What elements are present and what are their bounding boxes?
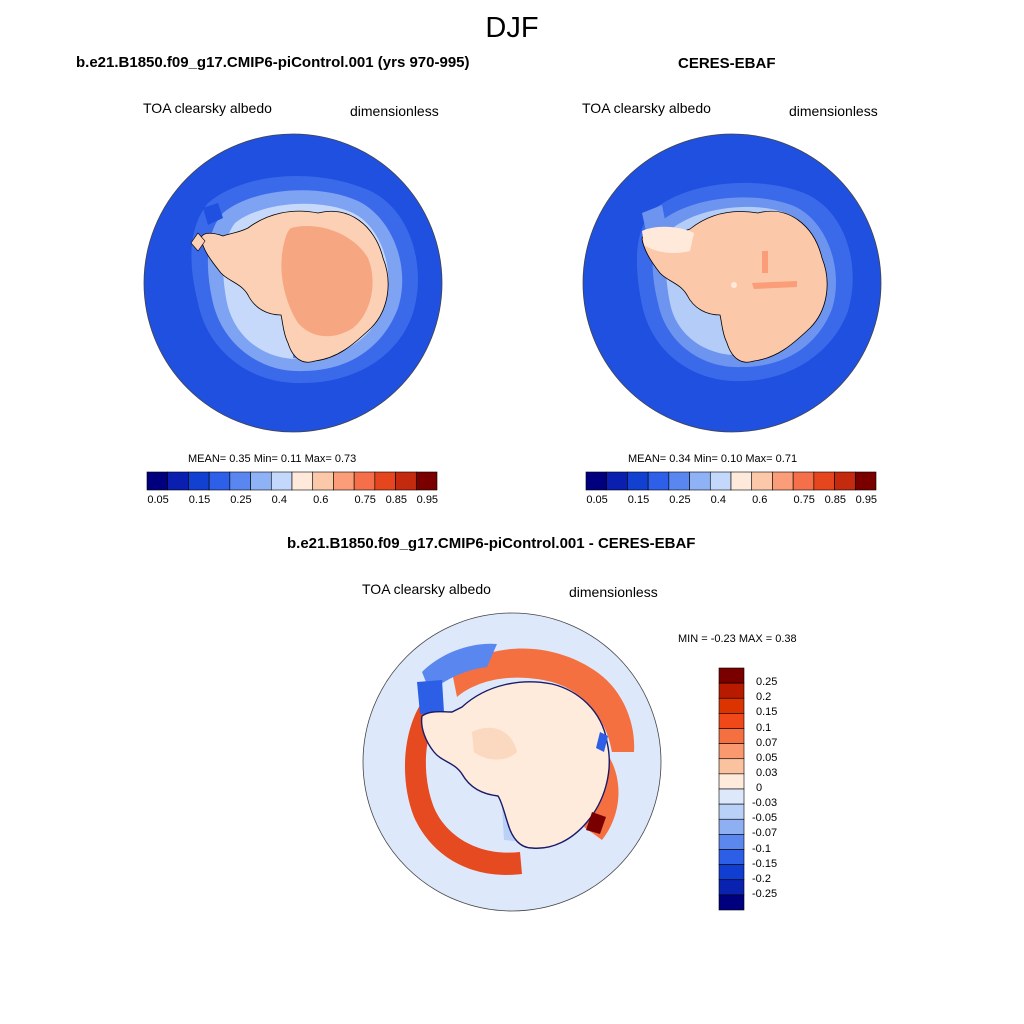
colorbar-swatch (689, 471, 711, 491)
colorbar1-ticks: 0.05 0.15 0.25 0.4 0.6 0.75 0.85 0.95 (147, 494, 439, 508)
colorbar-swatch (718, 667, 745, 684)
colorbar-tick-label: 0.85 (824, 494, 846, 506)
colorbar-swatch (229, 471, 251, 491)
colorbar-tick-label: 0.2 (756, 691, 772, 704)
panel2-map (582, 133, 882, 433)
colorbar-tick-label: 0.1 (756, 721, 772, 734)
colorbar-swatch (718, 728, 745, 744)
colorbar-tick-label: 0.75 (793, 494, 815, 506)
colorbar-swatch (270, 471, 293, 491)
colorbar-swatch (718, 743, 745, 760)
colorbar-swatch (718, 697, 745, 714)
colorbar-tick-label: 0.15 (756, 706, 778, 719)
colorbar-tick-label: 0.75 (354, 494, 376, 506)
colorbar-swatch (647, 471, 670, 491)
colorbar1 (146, 471, 438, 491)
colorbar-swatch (718, 849, 745, 865)
colorbar-tick-label: 0.4 (271, 494, 287, 506)
colorbar-tick-label: 0.05 (586, 494, 608, 506)
colorbar-swatch (208, 471, 231, 491)
colorbar-swatch (585, 471, 608, 491)
panel2-stats: MEAN= 0.34 Min= 0.10 Max= 0.71 (628, 453, 798, 465)
colorbar-swatch (834, 471, 856, 491)
colorbar-tick-label: 0.15 (188, 494, 211, 506)
colorbar-tick-label: 0 (756, 782, 763, 794)
colorbar-swatch (751, 471, 773, 491)
colorbar-tick-label: 0.95 (416, 494, 439, 506)
colorbar-swatch (353, 471, 376, 491)
colorbar-tick-label: -0.07 (752, 827, 778, 840)
colorbar-tick-label: 0.95 (855, 494, 878, 506)
colorbar-tick-label: 0.85 (385, 494, 407, 506)
colorbar-swatch (718, 894, 745, 911)
colorbar-swatch (772, 471, 794, 491)
colorbar-tick-label: 0.03 (756, 766, 778, 779)
colorbar-swatch (627, 471, 649, 491)
colorbar2-ticks: 0.05 0.15 0.25 0.4 0.6 0.75 0.85 0.95 (586, 494, 878, 508)
colorbar-tick-label: -0.25 (752, 887, 778, 900)
colorbar-swatch (312, 471, 334, 491)
season-title: DJF (485, 12, 539, 44)
colorbar-swatch (854, 471, 877, 491)
colorbar-tick-label: 0.07 (756, 736, 778, 749)
panel3-title: b.e21.B1850.f09_g17.CMIP6-piControl.001 … (287, 535, 696, 552)
colorbar-tick-label: -0.1 (752, 842, 771, 855)
colorbar-swatch (188, 471, 210, 491)
colorbar-swatch (730, 471, 753, 491)
colorbar-swatch (291, 471, 314, 491)
colorbar-swatch (374, 471, 396, 491)
colorbar-swatch (415, 471, 438, 491)
colorbar-tick-label: -0.2 (752, 872, 771, 885)
panel2-variable-label: TOA clearsky albedo (582, 100, 711, 116)
colorbar-tick-label: 0.15 (627, 494, 650, 506)
panel1-stats: MEAN= 0.35 Min= 0.11 Max= 0.73 (188, 453, 357, 465)
colorbar-swatch (718, 818, 745, 835)
panel1-title: b.e21.B1850.f09_g17.CMIP6-piControl.001 … (76, 54, 470, 71)
panel3-variable-label: TOA clearsky albedo (362, 581, 491, 597)
colorbar-tick-label: 0.05 (756, 751, 778, 764)
colorbar-swatch (718, 773, 745, 790)
panel1-units-label: dimensionless (350, 103, 439, 119)
colorbar-swatch (718, 788, 745, 805)
colorbar-tick-label: 0.25 (756, 676, 778, 689)
colorbar-swatch (709, 471, 732, 491)
panel3-antarctica (420, 681, 610, 849)
colorbar-swatch (718, 758, 745, 775)
colorbar-tick-label: 0.05 (147, 494, 169, 506)
colorbar3-ticks: 0.25 0.2 0.15 0.1 0.07 0.05 0.03 0 -0.03 -0.05 -0.… (752, 668, 792, 910)
panel3-map (362, 612, 662, 912)
colorbar-tick-label: 0.6 (752, 494, 768, 506)
colorbar-tick-label: -0.05 (752, 812, 778, 825)
colorbar-swatch (718, 879, 745, 896)
colorbar-swatch (167, 471, 189, 491)
panel3-units-label: dimensionless (569, 584, 658, 600)
colorbar-swatch (718, 864, 745, 881)
colorbar-swatch (718, 803, 745, 820)
colorbar-tick-label: 0.25 (230, 494, 252, 506)
colorbar2 (585, 471, 877, 491)
colorbar-swatch (333, 471, 355, 491)
colorbar-swatch (813, 471, 835, 491)
colorbar-swatch (395, 471, 417, 491)
colorbar-swatch (606, 471, 628, 491)
colorbar-tick-label: 0.6 (313, 494, 329, 506)
colorbar-tick-label: 0.4 (710, 494, 726, 506)
colorbar-swatch (718, 834, 745, 850)
colorbar-swatch (250, 471, 272, 491)
panel3-stats: MIN = -0.23 MAX = 0.38 (678, 633, 797, 645)
colorbar-swatch (792, 471, 815, 491)
colorbar-swatch (718, 682, 745, 699)
colorbar-tick-label: -0.03 (752, 797, 778, 810)
colorbar-tick-label: -0.15 (752, 857, 778, 870)
colorbar-swatch (668, 471, 690, 491)
colorbar3 (718, 667, 745, 911)
panel2-units-label: dimensionless (789, 103, 878, 119)
panel2-title: CERES-EBAF (678, 55, 776, 72)
colorbar-swatch (718, 713, 745, 729)
panel1-variable-label: TOA clearsky albedo (143, 100, 272, 116)
panel1-map (143, 133, 443, 433)
colorbar-swatch (146, 471, 169, 491)
colorbar-tick-label: 0.25 (669, 494, 691, 506)
